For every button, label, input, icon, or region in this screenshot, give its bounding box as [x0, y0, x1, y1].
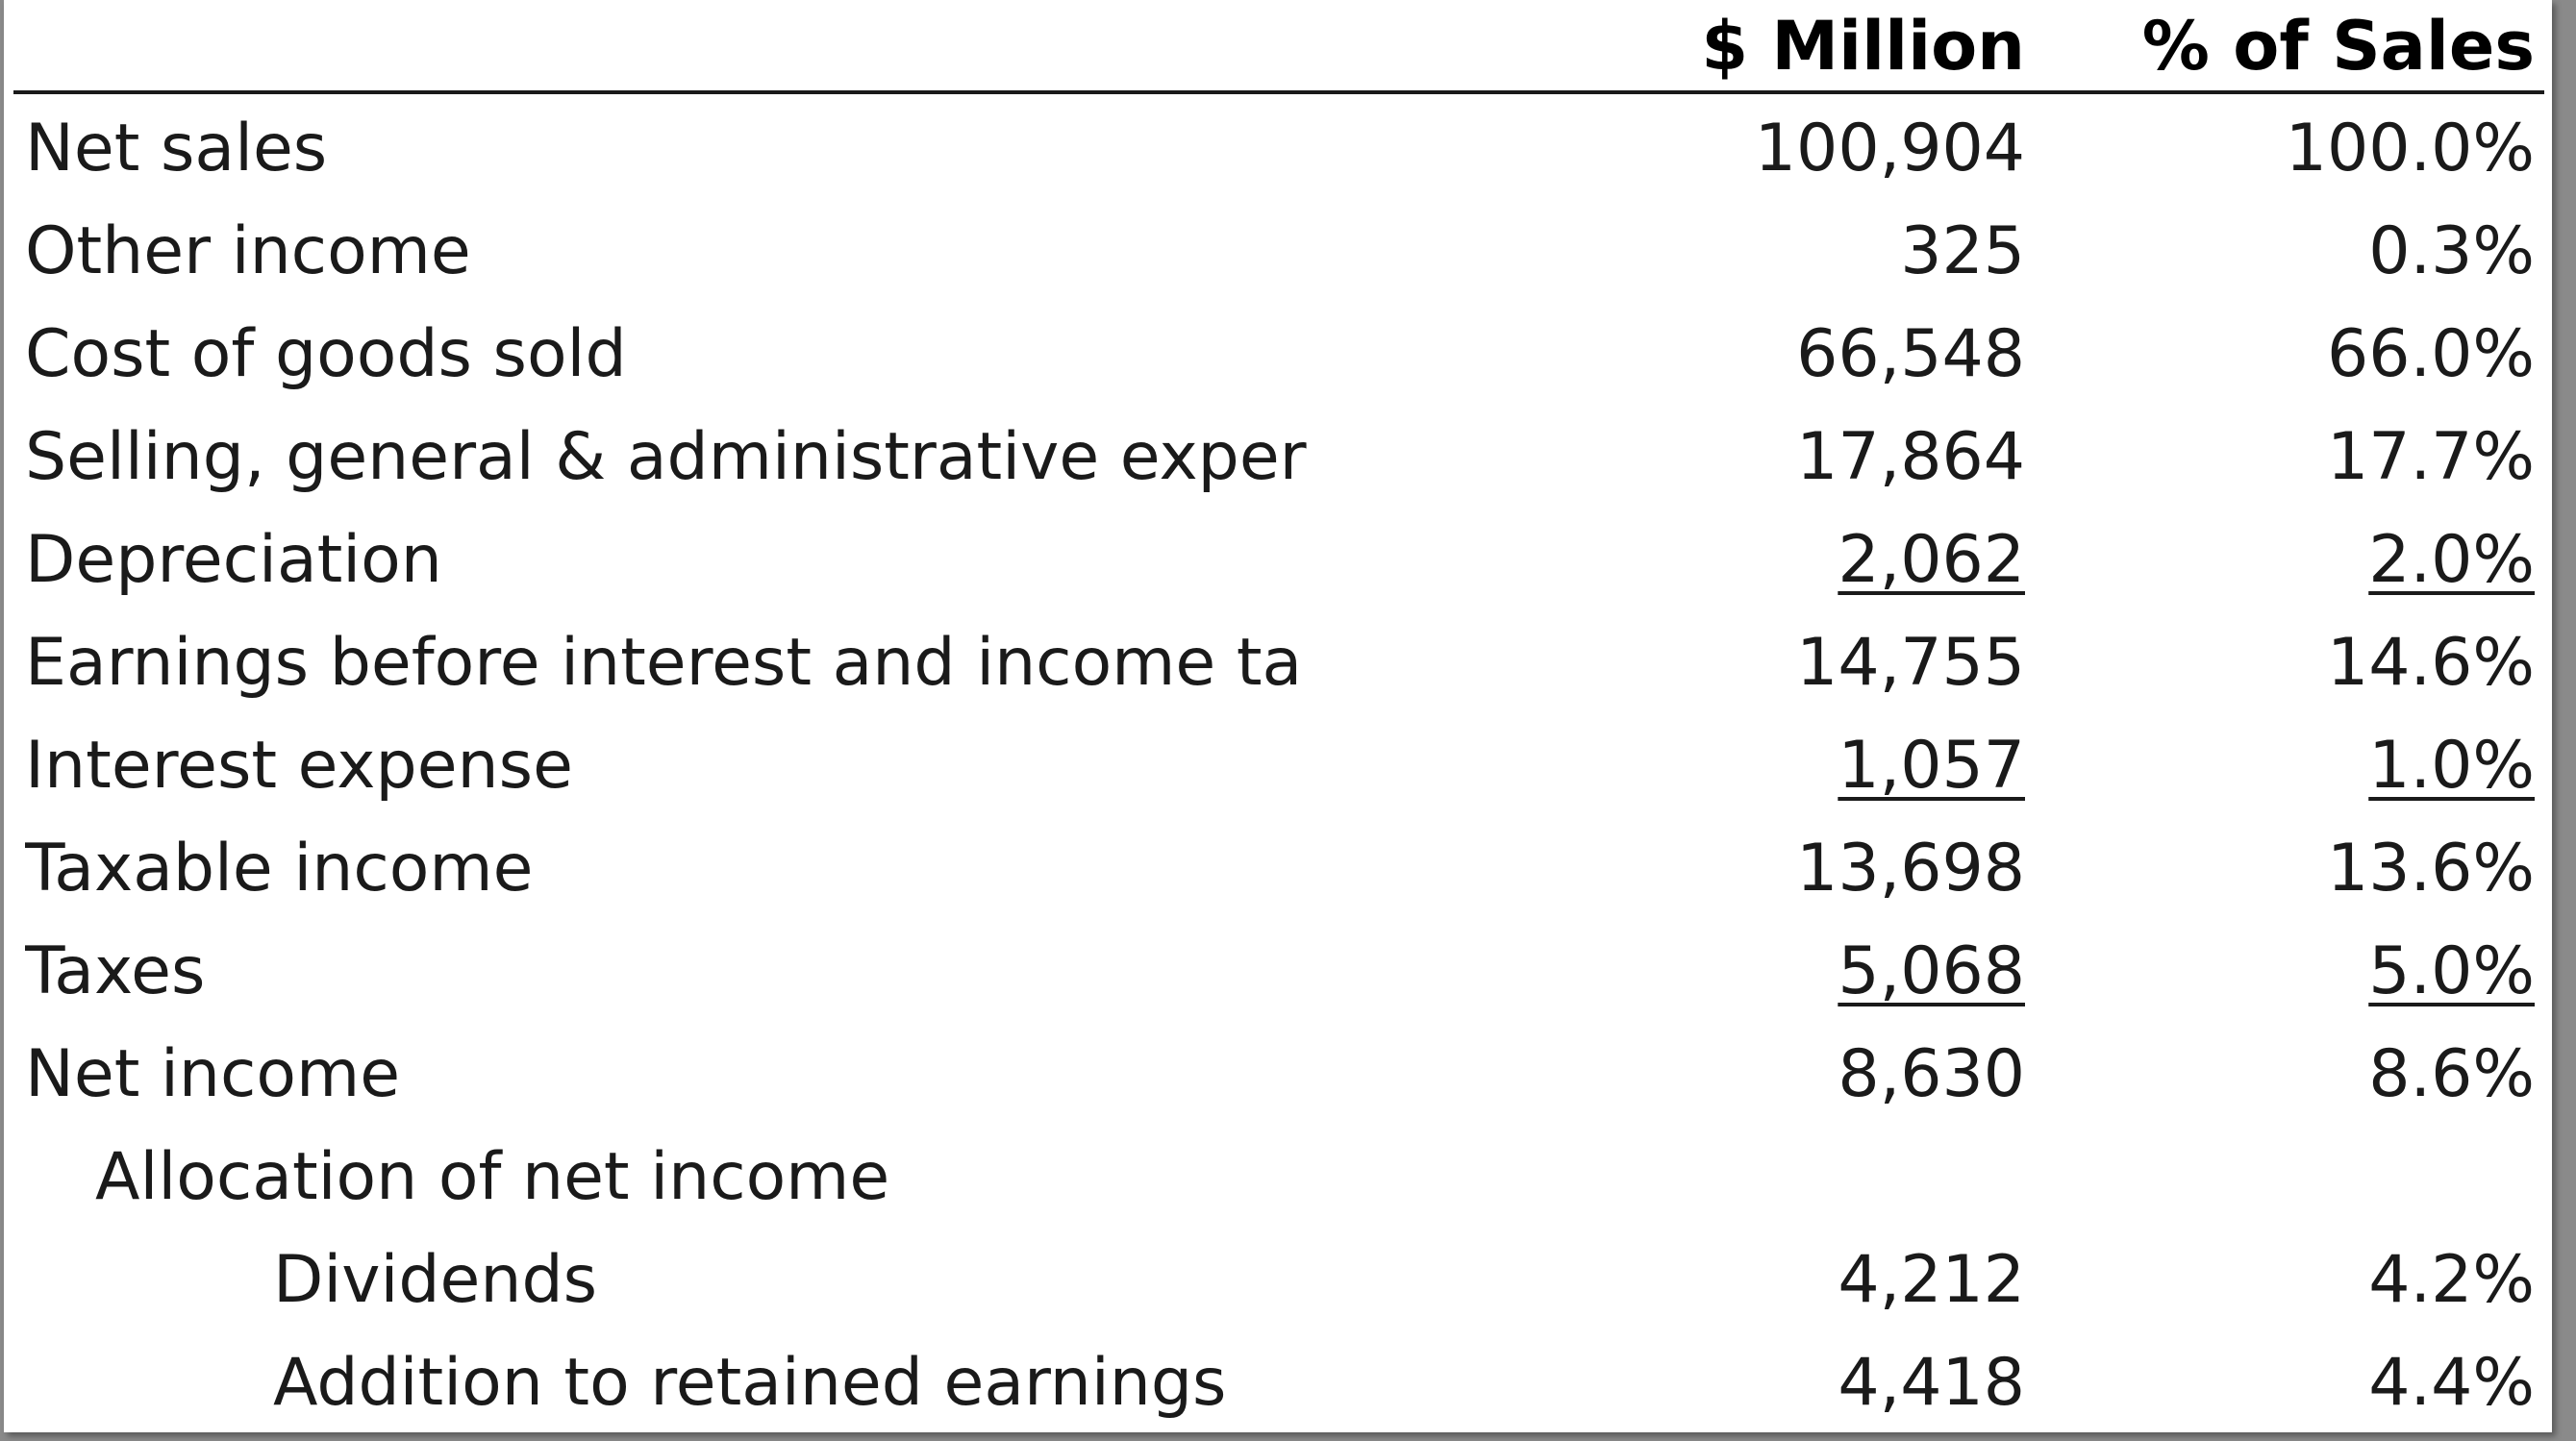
row-label: Interest expense	[25, 728, 573, 804]
row-percent: 5.0%	[2368, 933, 2535, 1009]
row-amount: 4,212	[1838, 1242, 2025, 1318]
header-rule	[13, 90, 2544, 94]
row-addition-to-retained-earnings: Addition to retained earnings 4,418 4.4%	[4, 1332, 2552, 1432]
row-label: Taxable income	[25, 831, 534, 907]
row-label: Depreciation	[25, 522, 442, 598]
row-amount: 13,698	[1796, 831, 2025, 907]
row-cost-of-goods-sold: Cost of goods sold 66,548 66.0%	[4, 304, 2552, 406]
row-taxes: Taxes 5,068 5.0%	[4, 921, 2552, 1023]
row-amount: 5,068	[1838, 933, 2025, 1009]
row-percent: 4.4%	[2368, 1345, 2535, 1421]
row-percent: 2.0%	[2368, 522, 2535, 598]
income-statement-table: $ Million % of Sales Net sales 100,904 1…	[4, 0, 2552, 1432]
row-allocation-of-net-income: Allocation of net income	[4, 1127, 2552, 1229]
row-net-sales: Net sales 100,904 100.0%	[4, 98, 2552, 200]
table-header: $ Million % of Sales	[4, 0, 2552, 92]
row-amount: 1,057	[1838, 728, 2025, 804]
row-label: Taxes	[25, 933, 206, 1009]
row-amount	[1544, 1127, 2025, 1229]
row-percent: 0.3%	[2368, 213, 2535, 289]
row-amount: 17,864	[1796, 419, 2025, 495]
row-percent: 100.0%	[2285, 111, 2535, 186]
row-interest-expense: Interest expense 1,057 1.0%	[4, 715, 2552, 817]
row-percent	[2054, 1127, 2535, 1229]
row-net-income: Net income 8,630 8.6%	[4, 1024, 2552, 1126]
row-percent: 14.6%	[2326, 625, 2535, 701]
row-percent: 1.0%	[2368, 728, 2535, 804]
row-amount: 2,062	[1838, 522, 2025, 598]
row-label: Other income	[25, 213, 471, 289]
row-sga-expenses: Selling, general & administrative exper …	[4, 407, 2552, 509]
row-label: Net sales	[25, 111, 328, 186]
amount-column-header: $ Million	[1701, 7, 2025, 86]
row-percent: 13.6%	[2326, 831, 2535, 907]
percent-column-header: % of Sales	[2141, 7, 2535, 86]
row-other-income: Other income 325 0.3%	[4, 201, 2552, 303]
row-depreciation: Depreciation 2,062 2.0%	[4, 509, 2552, 611]
row-label: Addition to retained earnings	[273, 1345, 1227, 1421]
row-label: Earnings before interest and income ta	[25, 625, 1303, 701]
row-percent: 4.2%	[2368, 1242, 2535, 1318]
row-amount: 66,548	[1796, 316, 2025, 392]
row-amount: 4,418	[1838, 1345, 2025, 1421]
row-percent: 17.7%	[2326, 419, 2535, 495]
row-label: Selling, general & administrative exper	[25, 419, 1307, 495]
row-label: Cost of goods sold	[25, 316, 627, 392]
row-taxable-income: Taxable income 13,698 13.6%	[4, 818, 2552, 920]
row-ebit: Earnings before interest and income ta 1…	[4, 612, 2552, 714]
row-percent: 66.0%	[2326, 316, 2535, 392]
row-amount: 325	[1900, 213, 2025, 289]
row-percent: 8.6%	[2368, 1036, 2535, 1112]
row-amount: 14,755	[1796, 625, 2025, 701]
row-amount: 100,904	[1754, 111, 2025, 186]
row-dividends: Dividends 4,212 4.2%	[4, 1230, 2552, 1331]
row-label: Net income	[25, 1036, 401, 1112]
row-label: Dividends	[273, 1242, 598, 1318]
row-amount: 8,630	[1838, 1036, 2025, 1112]
row-label: Allocation of net income	[95, 1139, 890, 1215]
